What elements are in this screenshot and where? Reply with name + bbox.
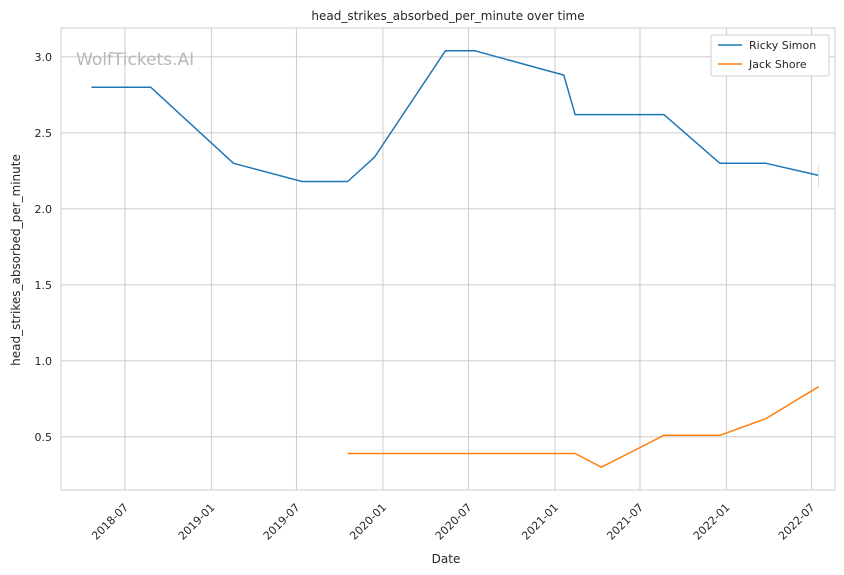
legend: Ricky Simon Jack Shore — [710, 34, 830, 77]
y-tick-label: 0.5 — [35, 431, 53, 444]
x-axis-label: Date — [432, 552, 461, 566]
grid-lines — [61, 28, 835, 490]
legend-label: Jack Shore — [748, 58, 807, 71]
y-axis-label: head_strikes_absorbed_per_minute — [9, 154, 23, 366]
legend-label: Ricky Simon — [749, 39, 816, 52]
y-tick-label: 1.0 — [35, 355, 53, 368]
series-line-0 — [91, 50, 819, 183]
x-tick-label: 2020-01 — [347, 501, 389, 543]
series-line-1 — [347, 386, 819, 468]
y-tick-label: 2.0 — [35, 203, 53, 216]
y-tick-label: 3.0 — [35, 51, 53, 64]
x-tick-label: 2020-07 — [433, 501, 475, 543]
x-tick-label: 2019-07 — [261, 501, 303, 543]
x-tick-label: 2019-01 — [176, 501, 218, 543]
x-tick-label: 2022-01 — [691, 501, 733, 543]
x-tick-label: 2018-07 — [89, 501, 131, 543]
watermark-text: WolfTickets.AI — [76, 50, 194, 70]
plot-area — [60, 27, 836, 491]
x-tick-label: 2021-07 — [604, 501, 646, 543]
x-axis-ticks: 2018-07 2019-01 2019-07 2020-01 2020-07 2021-… — [89, 501, 817, 543]
y-tick-label: 2.5 — [35, 127, 53, 140]
chart-title: head_strikes_absorbed_per_minute over ti… — [311, 9, 584, 23]
y-tick-label: 1.5 — [35, 279, 53, 292]
x-tick-label: 2022-07 — [776, 501, 818, 543]
series-lines — [91, 50, 820, 468]
x-tick-label: 2021-01 — [519, 501, 561, 543]
y-axis-ticks: 0.5 1.0 1.5 2.0 2.5 3.0 — [35, 51, 53, 444]
